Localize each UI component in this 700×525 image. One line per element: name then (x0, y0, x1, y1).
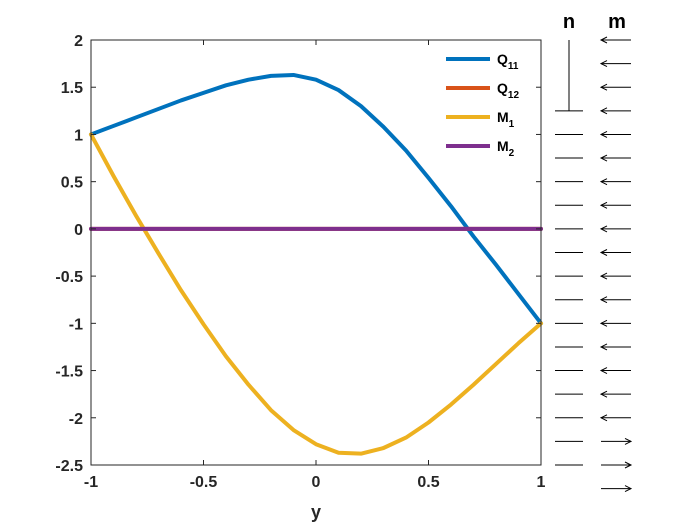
legend-label: M1 (497, 109, 515, 130)
legend-label-subscript: 12 (508, 90, 520, 101)
m-arrow-left (599, 36, 631, 44)
y-tick-label: -0.5 (55, 269, 83, 286)
y-tick-label: 2 (74, 33, 83, 50)
x-tick-label: 1 (537, 474, 546, 491)
m-arrow-left (599, 178, 631, 186)
x-tick-label: -0.5 (190, 474, 218, 491)
legend-label-subscript: 1 (509, 119, 515, 130)
m-arrow-right (601, 485, 633, 493)
legend-label-name: M (497, 109, 509, 125)
m-arrow-left (599, 414, 631, 422)
y-tick-label: -1 (69, 316, 83, 333)
y-tick-label: -2 (69, 411, 83, 428)
m-arrow-left (599, 367, 631, 375)
m-arrow-left (599, 107, 631, 115)
n-marks (555, 40, 583, 466)
y-tick-label: 1.5 (61, 80, 83, 97)
y-tick-label: 0 (74, 222, 83, 239)
series-line-m1 (89, 132, 543, 456)
y-tick-label: 1 (74, 127, 83, 144)
side-panel: n m (555, 11, 633, 493)
tick-layer: -1 -0.5 0 0.5 121.510.50-0.5-1-1.5-2-2.5 (55, 33, 545, 491)
y-tick-label: 0.5 (61, 175, 83, 192)
x-tick-label: 0.5 (417, 474, 439, 491)
m-arrow-right (601, 437, 633, 445)
m-arrow-left (599, 343, 631, 351)
legend-label-subscript: 11 (508, 61, 519, 72)
y-tick-label: -2.5 (55, 458, 83, 475)
x-tick-label: 0 (312, 474, 321, 491)
x-axis-label: y (311, 502, 321, 522)
legend-box (440, 46, 536, 174)
m-arrow-left (599, 83, 631, 91)
legend-label: M2 (497, 138, 515, 159)
legend-label: Q11 (497, 51, 519, 72)
legend-label-name: Q (497, 51, 508, 67)
series-layer (89, 72, 543, 456)
x-tick-label: -1 (84, 474, 98, 491)
n-column-header: n (563, 11, 575, 33)
m-arrow-left (599, 319, 631, 327)
m-arrow-left (599, 296, 631, 304)
y-tick-label: -1.5 (55, 364, 83, 381)
m-arrow-left (599, 130, 631, 138)
m-arrow-left (599, 60, 631, 68)
series-line-q11 (89, 72, 543, 326)
m-arrow-left (599, 249, 631, 256)
legend-label-name: Q (497, 80, 508, 96)
m-arrow-left (599, 154, 631, 162)
m-arrow-left (599, 225, 631, 233)
legend-label-subscript: 2 (509, 148, 515, 159)
m-arrow-left (599, 390, 631, 398)
m-arrow-right (601, 461, 633, 469)
m-arrow-left (599, 201, 631, 209)
legend-label-name: M (497, 138, 509, 154)
legend-label: Q12 (497, 80, 519, 101)
m-column-header: m (608, 11, 626, 33)
m-arrows (599, 36, 633, 493)
m-arrow-left (599, 272, 631, 280)
